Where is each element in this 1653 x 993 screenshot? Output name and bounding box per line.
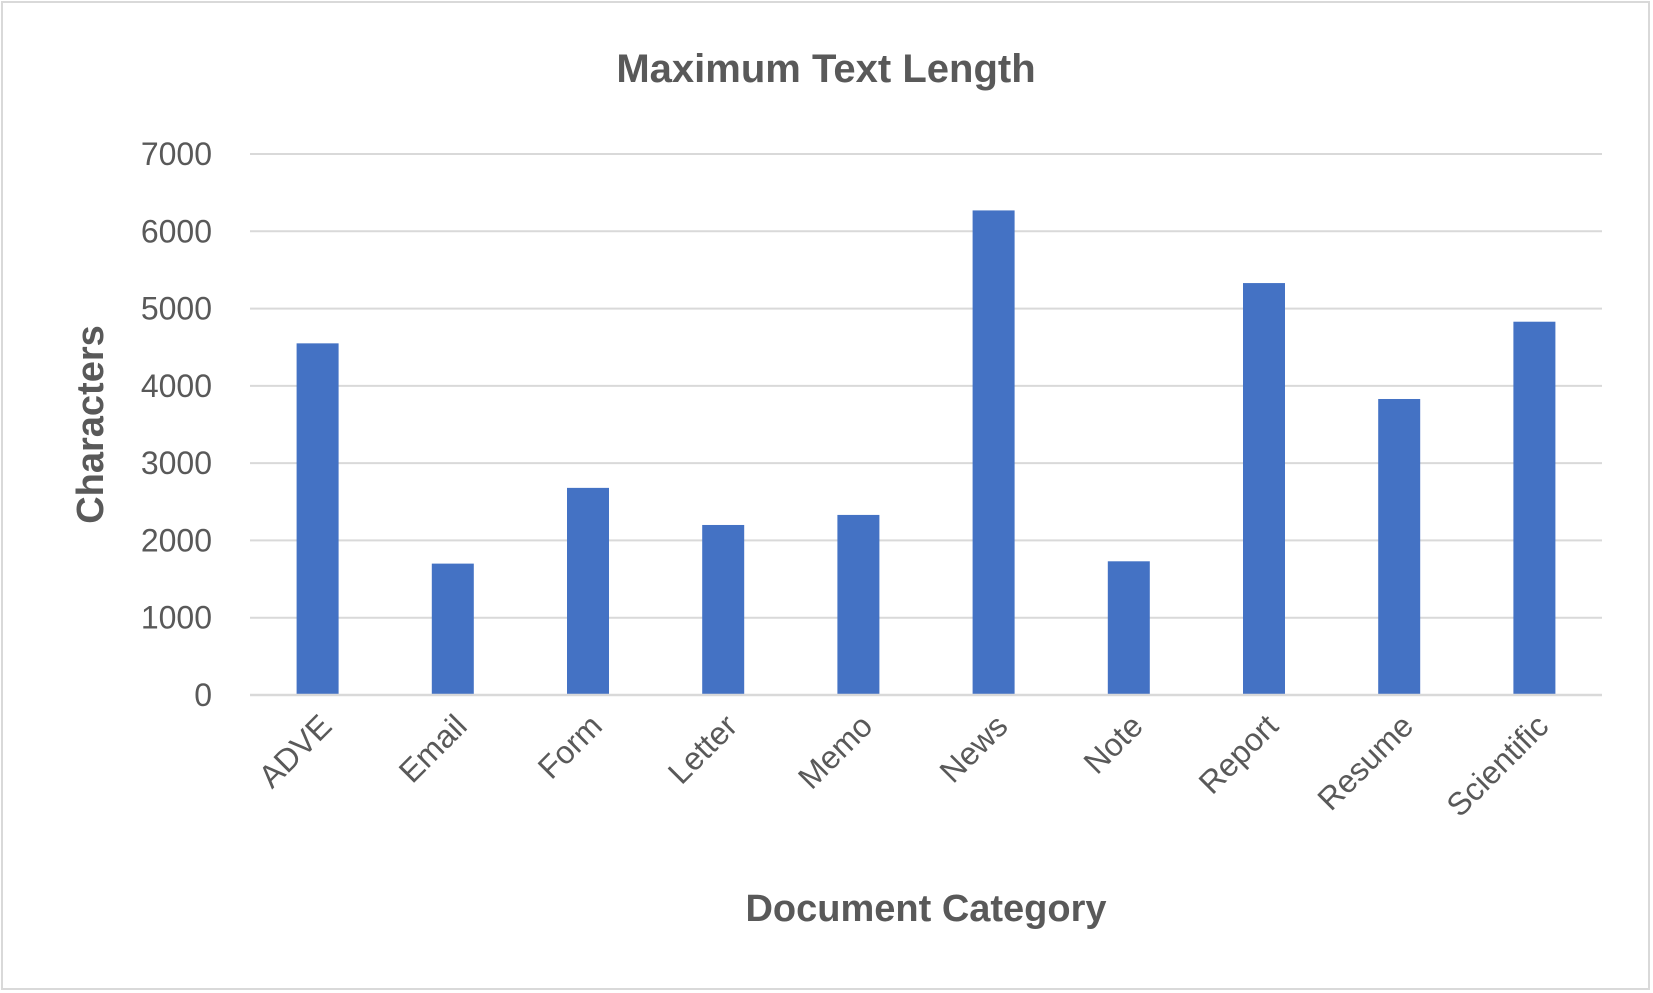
x-tick-label: Email bbox=[392, 707, 474, 789]
bar-report bbox=[1243, 283, 1285, 695]
x-tick-label: Resume bbox=[1310, 707, 1420, 817]
bar-note bbox=[1107, 561, 1150, 695]
y-tick-label: 2000 bbox=[141, 522, 212, 558]
bar-adve bbox=[296, 343, 339, 695]
chart-title: Maximum Text Length bbox=[616, 47, 1035, 91]
x-tick-label: Note bbox=[1076, 707, 1149, 780]
bar-memo bbox=[837, 514, 880, 695]
y-axis-ticks: 0 1000 2000 3000 4000 5000 6000 7000 bbox=[141, 136, 212, 713]
y-tick-label: 3000 bbox=[141, 445, 212, 481]
y-tick-label: 1000 bbox=[141, 600, 212, 636]
x-tick-label: Form bbox=[531, 707, 609, 785]
x-tick-label: News bbox=[933, 707, 1015, 789]
bar-form bbox=[567, 487, 609, 695]
x-axis-ticks: ADVE Email Form Letter Memo News Note Report Res… bbox=[251, 707, 1555, 823]
bar-scientific bbox=[1513, 321, 1556, 695]
y-tick-label: 5000 bbox=[141, 291, 212, 327]
x-axis-title: Document Category bbox=[745, 888, 1106, 930]
x-tick-label: ADVE bbox=[251, 707, 338, 794]
x-tick-label: Scientific bbox=[1439, 707, 1555, 823]
x-tick-label: Report bbox=[1192, 707, 1285, 800]
bar-letter bbox=[702, 524, 745, 695]
y-tick-label: 4000 bbox=[141, 368, 212, 404]
bar-news bbox=[972, 210, 1015, 695]
y-tick-label: 6000 bbox=[141, 213, 212, 249]
bar-email bbox=[431, 563, 474, 695]
y-tick-label: 7000 bbox=[141, 136, 212, 172]
y-tick-label: 0 bbox=[194, 677, 212, 713]
y-axis-title: Characters bbox=[70, 325, 112, 524]
x-tick-label: Letter bbox=[661, 707, 745, 791]
gridlines bbox=[250, 153, 1602, 619]
bar-resume bbox=[1378, 398, 1421, 695]
bars bbox=[296, 210, 1556, 695]
x-tick-label: Memo bbox=[791, 707, 879, 795]
